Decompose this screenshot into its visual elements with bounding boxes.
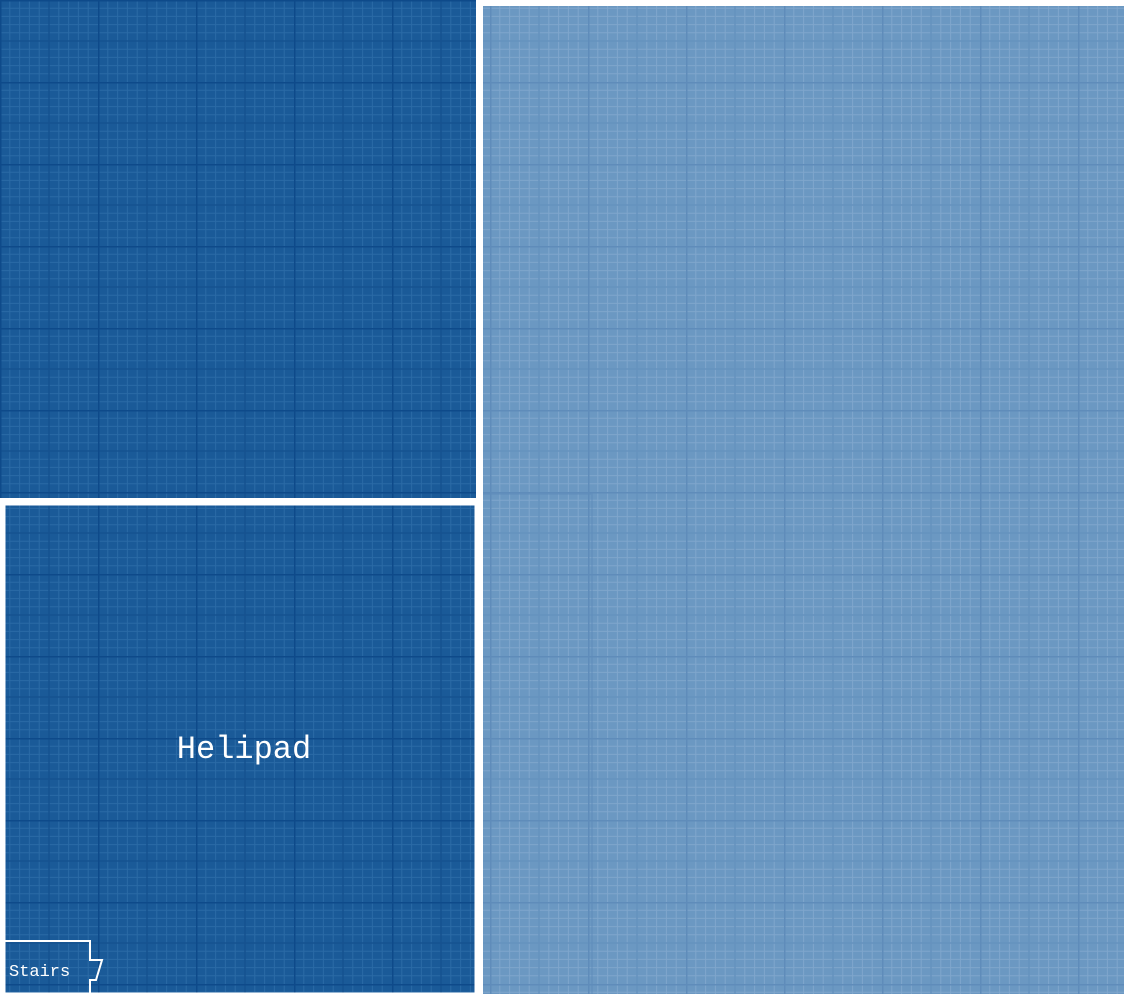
room-upper-left[interactable] bbox=[0, 0, 476, 498]
room-helipad[interactable]: Helipad bbox=[2, 502, 478, 996]
room-right-area[interactable] bbox=[483, 6, 1124, 994]
room-stairs[interactable]: Stairs bbox=[4, 940, 104, 994]
stairs-label: Stairs bbox=[9, 963, 70, 982]
helipad-label: Helipad bbox=[177, 731, 311, 768]
